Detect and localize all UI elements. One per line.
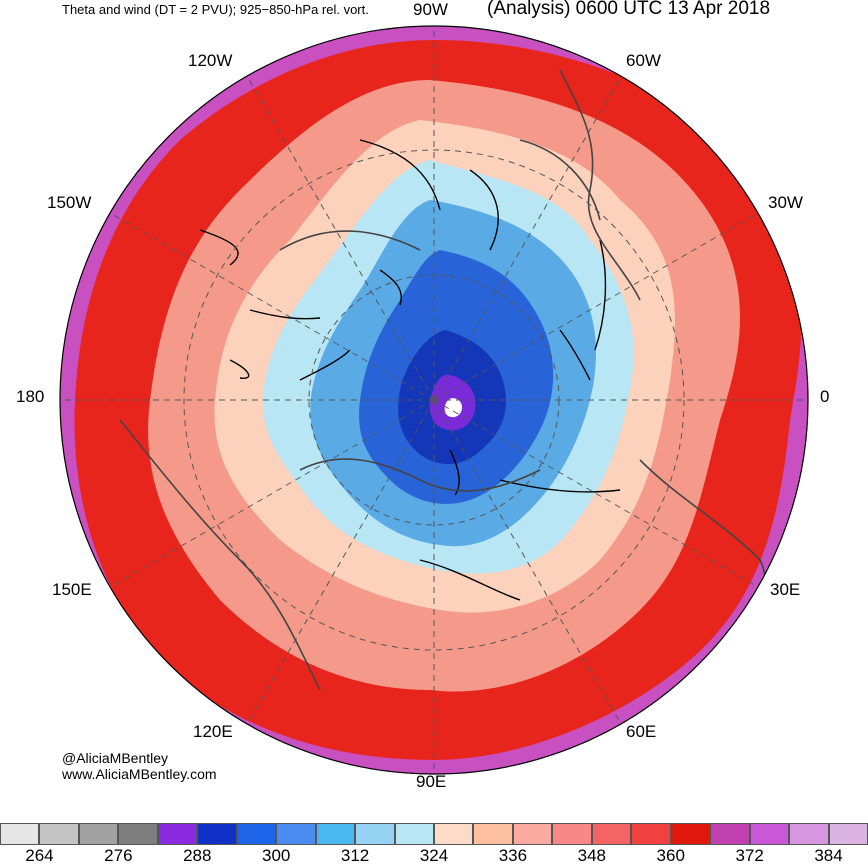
colorbar-swatch <box>552 823 592 845</box>
colorbar-swatch <box>39 823 79 845</box>
colorbar-swatch <box>78 823 119 845</box>
vorticity-contour <box>359 139 441 211</box>
colorbar-swatch <box>631 823 671 845</box>
vorticity-contour <box>594 239 607 351</box>
meridian-line <box>433 399 759 588</box>
lon-label-150w: 150W <box>47 193 92 212</box>
colorbar-swatch <box>157 823 198 845</box>
colorbar-swatch <box>789 823 829 845</box>
theta-colorbar <box>0 823 868 845</box>
lon-label-0: 0 <box>820 387 830 406</box>
colorbar-swatch <box>315 823 356 845</box>
polar-map <box>59 25 809 775</box>
colorbar-swatch <box>670 823 711 845</box>
colorbar-tick-label: 372 <box>735 846 764 865</box>
lon-label-90w: 90W <box>413 0 448 19</box>
colorbar-tick-label: 336 <box>498 846 528 865</box>
colorbar-tick-label: 324 <box>419 846 449 865</box>
colorbar-tick-label: 384 <box>814 846 843 865</box>
colorbar-labels: 264 276 288 300 312 324 336 348 360 372 384 <box>0 846 868 866</box>
vorticity-contour <box>499 479 621 493</box>
colorbar-swatch <box>828 823 868 845</box>
colorbar-tick-label: 348 <box>577 846 606 865</box>
coastline-path <box>299 458 541 492</box>
colorbar-swatch <box>710 823 750 845</box>
vorticity-contour <box>559 329 591 381</box>
lon-label-60e: 60E <box>626 722 657 741</box>
map-title-right: (Analysis) 0600 UTC 13 Apr 2018 <box>487 0 771 19</box>
meridian-line <box>433 75 622 401</box>
meridian-line <box>246 75 435 401</box>
meridian-line <box>433 212 759 401</box>
colorbar-swatch <box>512 823 553 845</box>
lon-label-30w: 30W <box>768 193 803 212</box>
lon-label-150e: 150E <box>52 580 92 599</box>
lon-label-180: 180 <box>16 387 45 406</box>
lon-label-90e: 90E <box>416 772 447 791</box>
colorbar-tick-label: 300 <box>261 846 291 865</box>
vorticity-contour <box>299 349 351 381</box>
vorticity-contour <box>379 269 402 306</box>
lon-label-120e: 120E <box>193 722 233 741</box>
vorticity-contour <box>469 169 499 251</box>
vorticity-contour <box>229 359 250 379</box>
lon-label-30e: 30E <box>770 580 801 599</box>
coastline-path <box>119 419 321 691</box>
coastline-path <box>279 230 421 251</box>
meridian-line <box>246 399 435 725</box>
colorbar-tick-label: 312 <box>340 846 370 865</box>
lon-label-120w: 120W <box>188 51 233 70</box>
lon-label-60w: 60W <box>626 51 661 70</box>
credit-handle: @AliciaMBentley <box>62 750 169 766</box>
credit-website: www.AliciaMBentley.com <box>62 766 217 782</box>
coastline-path <box>519 139 601 221</box>
meridian-line <box>109 212 435 401</box>
colorbar-swatch <box>197 823 237 845</box>
colorbar-swatch <box>355 823 395 845</box>
vorticity-contour <box>419 559 521 601</box>
colorbar-swatch <box>473 823 513 845</box>
colorbar-tick-label: 276 <box>104 846 133 865</box>
colorbar-tick-label: 288 <box>183 846 212 865</box>
colorbar-swatch <box>0 823 40 845</box>
colorbar-swatch <box>394 823 434 845</box>
meridian-line <box>109 399 435 588</box>
vorticity-contour <box>449 449 460 496</box>
colorbar-tick-label: 360 <box>656 846 685 865</box>
vorticity-contour <box>199 229 239 266</box>
colorbar-swatch <box>433 823 474 845</box>
coastline-path <box>559 69 641 301</box>
meridian-line <box>433 399 622 725</box>
colorbar-swatch <box>591 823 632 845</box>
vorticity-contour <box>249 309 321 320</box>
colorbar-swatch <box>118 823 158 845</box>
vorticity-contours <box>199 139 621 601</box>
colorbar-swatch <box>236 823 277 845</box>
map-boundary <box>59 25 809 775</box>
colorbar-swatch <box>276 823 316 845</box>
colorbar-swatch <box>749 823 790 845</box>
colorbar-tick-label: 264 <box>25 846 54 865</box>
graticule <box>60 26 808 774</box>
map-title-left: Theta and wind (DT = 2 PVU); 925−850-hPa… <box>62 2 369 17</box>
